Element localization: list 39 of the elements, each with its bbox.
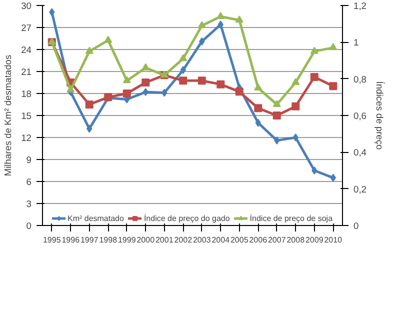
x-tick-label: 2010 bbox=[324, 236, 343, 244]
y2-tick-label: 1 bbox=[354, 38, 359, 48]
y-tick-label: 9 bbox=[26, 155, 32, 165]
y2-tick-label: 1,2 bbox=[354, 1, 366, 11]
y2-axis-title: Índices de preço bbox=[374, 81, 386, 150]
x-tick-label: 2002 bbox=[174, 236, 193, 244]
x-tick-label: 2005 bbox=[230, 236, 249, 244]
x-tick-label: 1996 bbox=[62, 236, 80, 244]
legend-label: Índice de preço de soja bbox=[250, 213, 333, 223]
y-tick-label: 6 bbox=[26, 177, 32, 187]
y-tick-label: 30 bbox=[21, 1, 32, 11]
y-tick-label: 15 bbox=[21, 111, 32, 121]
legend-label: Km² desmatado bbox=[67, 213, 124, 223]
y-tick-label: 18 bbox=[21, 89, 32, 99]
y2-tick-label: 0 bbox=[354, 221, 359, 231]
x-tick-label: 1997 bbox=[80, 236, 99, 244]
x-tick-label: 2000 bbox=[136, 236, 156, 244]
x-tick-label: 2009 bbox=[305, 236, 324, 244]
x-tick-label: 2008 bbox=[286, 236, 306, 244]
x-tick-label: 2003 bbox=[192, 236, 212, 244]
x-tick-label: 2006 bbox=[249, 236, 268, 244]
y-tick-label: 27 bbox=[21, 23, 32, 33]
y2-tick-label: 0,4 bbox=[354, 148, 366, 158]
y2-tick-label: 0,6 bbox=[354, 111, 366, 121]
x-tick-label: 2004 bbox=[212, 236, 230, 244]
y-tick-label: 21 bbox=[21, 67, 32, 77]
y-tick-label: 3 bbox=[26, 199, 32, 209]
x-tick-label: 1998 bbox=[99, 236, 118, 244]
x-tick-label: 2007 bbox=[268, 236, 286, 244]
y2-tick-label: 0,8 bbox=[354, 74, 366, 84]
legend-label: Índice de preço do gado bbox=[144, 213, 230, 223]
x-tick-label: 1995 bbox=[42, 236, 62, 244]
y2-tick-label: 0,2 bbox=[354, 184, 366, 194]
y-tick-label: 12 bbox=[21, 133, 32, 143]
y-axis-title: Milhares de Km² desmatados bbox=[3, 54, 14, 176]
x-tick-label: 2001 bbox=[155, 236, 174, 244]
y-tick-label: 0 bbox=[26, 221, 32, 231]
x-tick-label: 1999 bbox=[118, 236, 136, 244]
y-tick-label: 24 bbox=[21, 45, 32, 55]
